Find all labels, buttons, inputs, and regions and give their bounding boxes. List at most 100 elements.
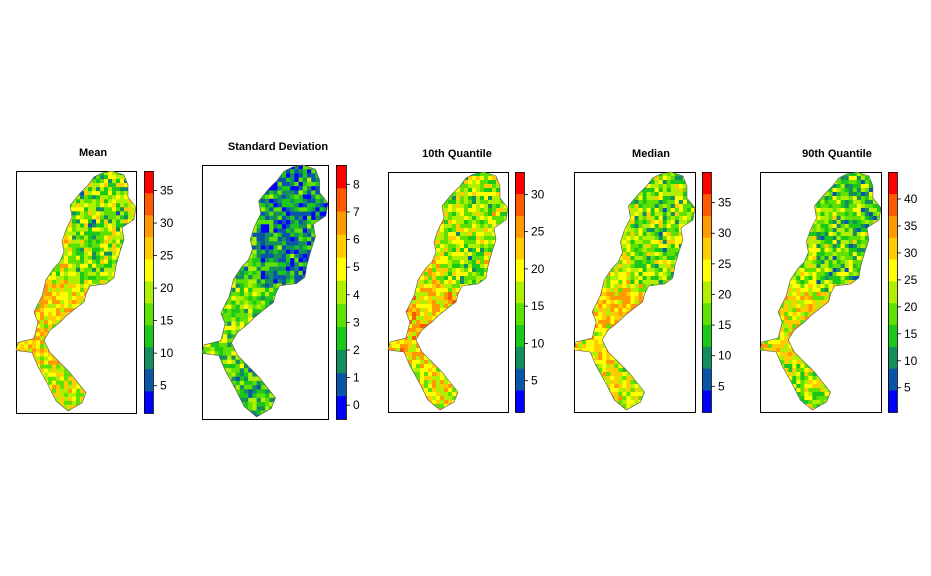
map-cell bbox=[96, 247, 101, 252]
map-cell bbox=[64, 348, 69, 353]
map-cell bbox=[227, 211, 232, 217]
map-cell bbox=[456, 272, 461, 277]
map-cell bbox=[32, 271, 37, 277]
map-cell bbox=[252, 236, 257, 242]
map-cell bbox=[432, 308, 437, 313]
colorbar-segment bbox=[144, 347, 153, 370]
map-cell bbox=[269, 236, 274, 242]
map-cell bbox=[84, 344, 89, 349]
map-cell bbox=[290, 194, 295, 200]
map-cell bbox=[235, 249, 241, 255]
map-cell bbox=[100, 408, 105, 411]
map-cell bbox=[480, 288, 485, 293]
map-cell bbox=[323, 372, 328, 377]
map-cell bbox=[488, 204, 493, 209]
map-cell bbox=[269, 262, 274, 267]
map-cell bbox=[404, 260, 409, 265]
map-cell bbox=[64, 235, 69, 240]
map-cell bbox=[76, 231, 81, 236]
map-cell bbox=[281, 181, 287, 187]
map-cell bbox=[24, 348, 29, 353]
map-cell bbox=[239, 169, 245, 174]
map-cell bbox=[104, 211, 109, 216]
map-cell bbox=[36, 259, 41, 264]
map-cell bbox=[265, 198, 270, 204]
map-cell bbox=[323, 296, 328, 301]
map-cell bbox=[128, 263, 133, 269]
map-cell bbox=[108, 312, 113, 317]
map-cell bbox=[472, 248, 477, 253]
map-cell bbox=[231, 355, 236, 360]
map-cell bbox=[116, 340, 121, 345]
map-cell bbox=[40, 364, 45, 369]
map-cell bbox=[260, 258, 266, 263]
map-cell bbox=[206, 389, 211, 394]
map-cell bbox=[231, 287, 236, 293]
map-cell bbox=[44, 348, 49, 353]
map-cell bbox=[448, 296, 453, 301]
map-cell bbox=[265, 334, 270, 339]
map-cell bbox=[460, 328, 465, 333]
map-cell bbox=[104, 304, 109, 309]
map-cell bbox=[92, 348, 97, 353]
map-cell bbox=[323, 177, 328, 183]
map-cell bbox=[273, 220, 278, 225]
map-cell bbox=[214, 334, 220, 339]
map-cell bbox=[64, 179, 69, 184]
map-cell bbox=[424, 300, 429, 305]
map-cell bbox=[281, 262, 287, 267]
map-cell bbox=[269, 207, 274, 212]
map-cell bbox=[128, 175, 133, 180]
map-cell bbox=[44, 255, 49, 260]
map-cell bbox=[223, 385, 228, 390]
map-cell bbox=[396, 260, 401, 265]
map-cell bbox=[227, 397, 232, 403]
map-cell bbox=[400, 244, 405, 249]
map-cell bbox=[277, 207, 283, 212]
map-cell bbox=[239, 220, 245, 225]
map-cell bbox=[80, 175, 85, 180]
map-cell bbox=[206, 296, 211, 301]
map-cell bbox=[496, 212, 501, 217]
map-cell bbox=[88, 243, 93, 248]
map-cell bbox=[290, 215, 295, 221]
map-cell bbox=[476, 236, 481, 241]
map-cell bbox=[80, 360, 85, 365]
map-cell bbox=[290, 287, 295, 293]
map-cell bbox=[124, 352, 129, 357]
map-cell bbox=[84, 215, 89, 220]
map-cell bbox=[239, 270, 245, 276]
map-cell bbox=[244, 363, 249, 369]
map-cell bbox=[286, 359, 291, 365]
map-cell bbox=[32, 235, 37, 240]
map-cell bbox=[108, 251, 113, 256]
map-cell bbox=[396, 228, 401, 233]
map-cell bbox=[273, 270, 278, 276]
map-cell bbox=[44, 247, 49, 252]
map-cell bbox=[112, 324, 117, 329]
map-cell bbox=[206, 313, 211, 318]
map-cell bbox=[64, 344, 69, 349]
map-cell bbox=[302, 300, 308, 305]
map-cell bbox=[256, 355, 262, 360]
map-cell bbox=[96, 400, 101, 406]
map-cell bbox=[315, 249, 320, 255]
map-cell bbox=[28, 340, 33, 345]
map-cell bbox=[210, 253, 215, 259]
map-cell bbox=[412, 268, 417, 273]
map-cell bbox=[252, 198, 257, 204]
map-cell bbox=[239, 258, 245, 263]
map-cell bbox=[452, 196, 457, 201]
map-cell bbox=[104, 404, 109, 410]
map-cell bbox=[269, 385, 274, 390]
map-cell bbox=[24, 231, 29, 236]
map-cell bbox=[116, 312, 121, 317]
map-cell bbox=[252, 190, 257, 195]
map-cell bbox=[88, 328, 93, 333]
map-cell bbox=[56, 287, 61, 293]
map-cell bbox=[36, 267, 41, 273]
map-cell bbox=[124, 287, 129, 293]
map-cell bbox=[504, 336, 508, 341]
map-cell bbox=[496, 236, 501, 241]
map-cell bbox=[64, 211, 69, 216]
